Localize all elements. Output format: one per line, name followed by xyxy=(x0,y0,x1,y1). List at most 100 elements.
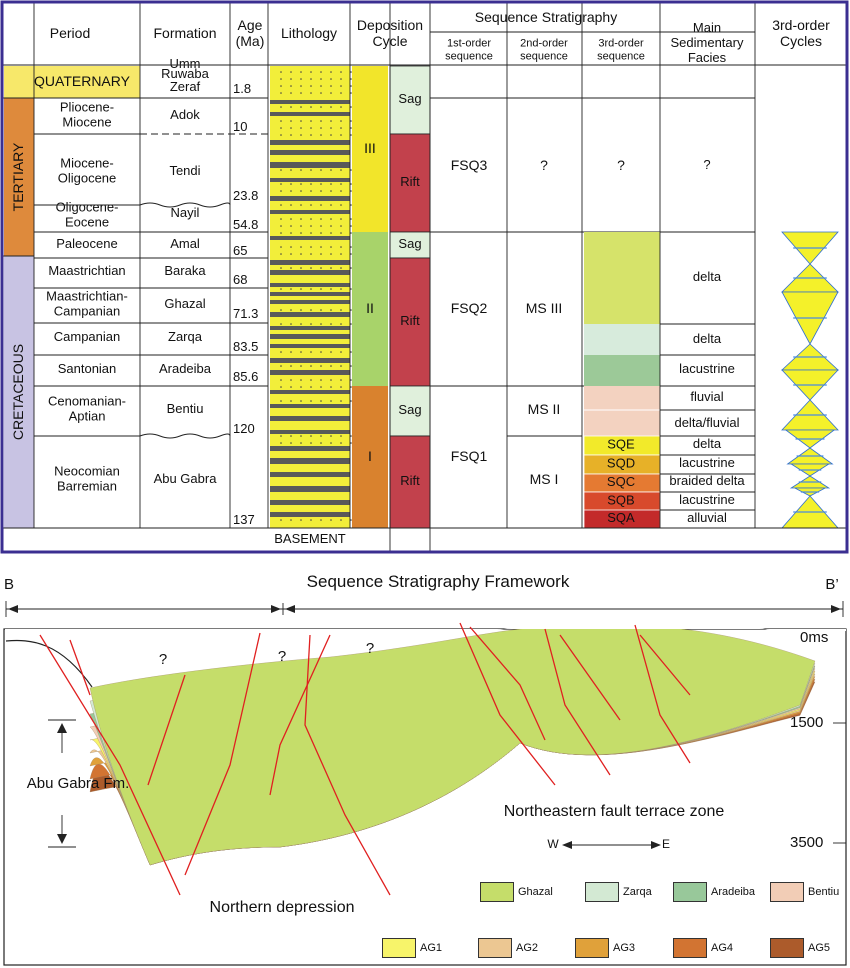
cycle-type-label: Sag xyxy=(398,236,421,251)
lithology-sand-dot xyxy=(320,435,322,437)
cycle-I xyxy=(352,386,388,528)
legend-label: Zarqa xyxy=(623,886,652,898)
lithology-sand-dot xyxy=(300,288,302,290)
lithology-sand-dot xyxy=(280,85,282,87)
lithology-sand-dot xyxy=(320,225,322,227)
lithology-sand-dot xyxy=(290,442,292,444)
lithology-sand-dot xyxy=(290,225,292,227)
lithology-sand-dot xyxy=(330,435,332,437)
formation-label: Amal xyxy=(170,236,200,251)
second-order-label: MS II xyxy=(528,401,561,417)
lithology-sand-dot xyxy=(340,253,342,255)
compass-head-w xyxy=(562,841,572,849)
arrow-right-head xyxy=(831,605,841,613)
lithology-sand-dot xyxy=(310,386,312,388)
age-label: 65 xyxy=(233,243,247,258)
lithology-shale-band xyxy=(270,472,350,477)
lithology-sand-dot xyxy=(300,134,302,136)
lithology-sand-dot xyxy=(300,267,302,269)
lithology-sand-dot xyxy=(330,183,332,185)
lithology-sand-dot xyxy=(350,120,352,122)
lithology-sand-dot xyxy=(320,379,322,381)
lithology-sand-dot xyxy=(340,92,342,94)
lithology-sand-dot xyxy=(340,190,342,192)
abu-gabra-label: Abu Gabra Fm. xyxy=(27,775,130,792)
lithology-sand-dot xyxy=(330,225,332,227)
legend-swatch xyxy=(478,938,512,958)
lithology-sand-dot xyxy=(330,288,332,290)
lithology-sand-dot xyxy=(300,225,302,227)
fault-line xyxy=(559,634,621,721)
lithology-sand-dot xyxy=(290,309,292,311)
age-label: 54.8 xyxy=(233,217,258,232)
period-label: Maastrichtian-Campanian xyxy=(46,289,128,319)
lithology-sand-dot xyxy=(350,519,352,521)
lithology-shale-band xyxy=(270,150,350,155)
lithology-sand-dot xyxy=(300,85,302,87)
lithology-sand-dot xyxy=(350,106,352,108)
period-label: Pliocene-Miocene xyxy=(60,100,114,130)
lithology-sand-dot xyxy=(280,288,282,290)
lithology-sand-dot xyxy=(340,106,342,108)
section-label-b-prime: B’ xyxy=(825,576,838,593)
formation-label: Aradeiba xyxy=(159,361,212,376)
lithology-sand-dot xyxy=(280,323,282,325)
depth-1500: 1500 xyxy=(790,714,823,731)
legend-item: Ghazal xyxy=(480,882,553,902)
lithology-shale-band xyxy=(270,312,350,317)
lithology-sand-dot xyxy=(350,379,352,381)
sequence-label: SQA xyxy=(607,510,635,525)
formation-label: Zarqa xyxy=(168,329,203,344)
lithology-sand-dot xyxy=(330,379,332,381)
lithology-sand-dot xyxy=(320,190,322,192)
lithology-sand-dot xyxy=(310,190,312,192)
lithology-sand-dot xyxy=(310,127,312,129)
arrow-mid-head xyxy=(271,605,281,613)
lithology-sand-dot xyxy=(300,169,302,171)
legend-swatch xyxy=(382,938,416,958)
lithology-sand-dot xyxy=(320,400,322,402)
lithology-sand-dot xyxy=(280,92,282,94)
lithology-sand-dot xyxy=(320,85,322,87)
lithology-sand-dot xyxy=(340,120,342,122)
lithology-sand-dot xyxy=(300,386,302,388)
lithology-sand-dot xyxy=(280,365,282,367)
lithology-sand-dot xyxy=(310,204,312,206)
lithology-shale-band xyxy=(270,292,350,296)
lithology-sand-dot xyxy=(280,309,282,311)
lithology-shale-band xyxy=(270,500,350,505)
lithology-sand-dot xyxy=(290,218,292,220)
lithology-sand-dot xyxy=(320,71,322,73)
lithology-sand-dot xyxy=(350,400,352,402)
lithology-sand-dot xyxy=(330,232,332,234)
lithology-sand-dot xyxy=(350,78,352,80)
legend-swatch xyxy=(480,882,514,902)
lithology-sand-dot xyxy=(280,71,282,73)
lithology-sand-dot xyxy=(310,120,312,122)
unknown-marker: ? xyxy=(366,640,374,657)
age-label: 137 xyxy=(233,512,255,527)
lithology-sand-dot xyxy=(350,351,352,353)
lithology-sand-dot xyxy=(310,183,312,185)
lithology-sand-dot xyxy=(340,232,342,234)
lithology-sand-dot xyxy=(330,85,332,87)
lithology-sand-dot xyxy=(340,134,342,136)
lithology-shale-band xyxy=(270,283,350,287)
lithology-sand-dot xyxy=(320,218,322,220)
fault-line xyxy=(39,634,181,896)
lithology-sand-dot xyxy=(320,323,322,325)
lithology-sand-dot xyxy=(280,442,282,444)
lithology-sand-dot xyxy=(330,386,332,388)
lithology-sand-dot xyxy=(340,309,342,311)
legend-item: AG2 xyxy=(478,938,538,958)
lithology-sand-dot xyxy=(340,400,342,402)
age-label: 10 xyxy=(233,119,247,134)
lithology-sand-dot xyxy=(290,190,292,192)
cycle-III-label: III xyxy=(364,140,376,156)
legend-swatch xyxy=(575,938,609,958)
lithology-sand-dot xyxy=(350,85,352,87)
lithology-sand-dot xyxy=(300,92,302,94)
lithology-sand-dot xyxy=(340,323,342,325)
lithology-sand-dot xyxy=(330,71,332,73)
lithology-sand-dot xyxy=(340,386,342,388)
